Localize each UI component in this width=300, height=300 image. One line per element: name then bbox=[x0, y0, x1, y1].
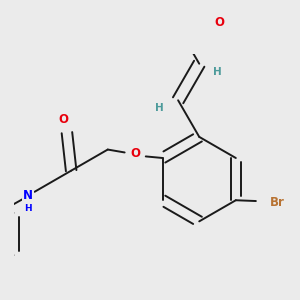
Text: O: O bbox=[214, 16, 225, 29]
Text: H: H bbox=[213, 67, 222, 76]
Text: H: H bbox=[24, 205, 32, 214]
Text: O: O bbox=[130, 147, 140, 160]
Text: N: N bbox=[23, 189, 33, 202]
Text: Br: Br bbox=[270, 196, 284, 209]
Text: O: O bbox=[58, 113, 68, 126]
Text: H: H bbox=[155, 103, 164, 113]
